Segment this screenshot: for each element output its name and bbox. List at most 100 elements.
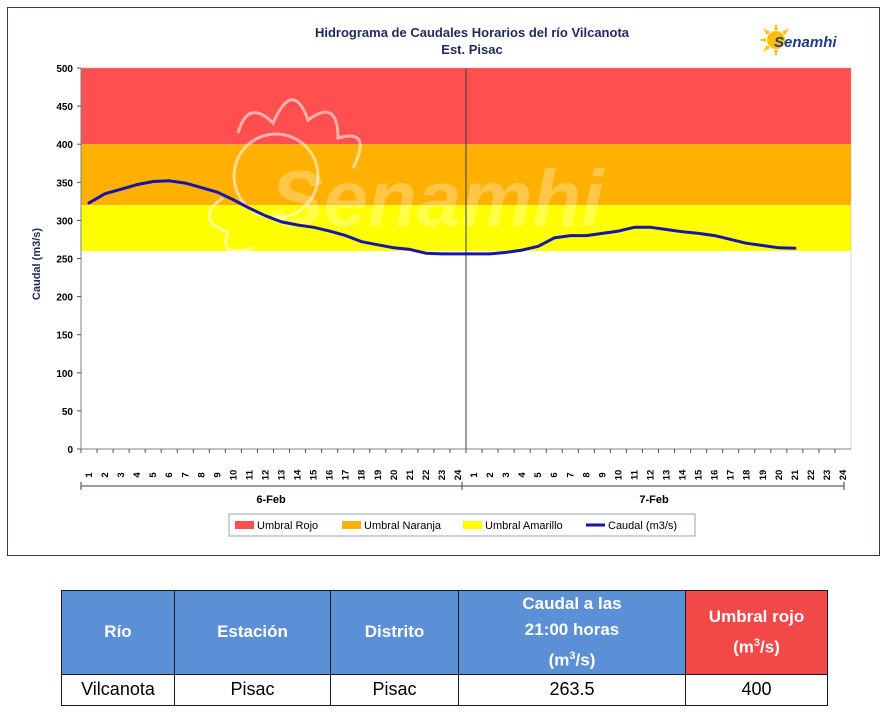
x-tick-label: 9: [597, 472, 608, 477]
x-tick-label: 24: [453, 469, 464, 480]
x-tick-label: 20: [389, 470, 400, 481]
y-tick-label: 0: [67, 445, 73, 456]
cell-umbral: 400: [685, 673, 828, 706]
x-axis-ticks: 1 2 3 4 5 6 7 8 9 10 11 12 13 14 15 16 17 18 19 20 21 22 23 24 1…: [80, 449, 849, 481]
x-tick-label: 23: [822, 470, 833, 481]
x-tick-label: 17: [726, 470, 737, 481]
x-tick-label: 22: [421, 470, 432, 481]
x-tick-label: 5: [533, 472, 544, 478]
x-tick-label: 16: [710, 470, 721, 481]
x-tick-label: 2: [100, 472, 111, 477]
y-tick-label: 350: [56, 178, 73, 189]
x-tick-label: 9: [212, 472, 223, 477]
x-tick-label: 16: [325, 470, 336, 481]
day-axis: 6-Feb 7-Feb: [80, 482, 845, 506]
x-tick-label: 6: [164, 472, 175, 477]
legend-swatch-naranja: [342, 521, 361, 529]
x-tick-label: 12: [645, 470, 656, 481]
y-tick-label: 200: [56, 293, 73, 304]
plot-area: Senamhi: [80, 67, 852, 450]
x-tick-label: 22: [806, 470, 817, 481]
x-tick-label: 14: [293, 469, 304, 480]
cell-caudal: 263.5: [458, 673, 686, 706]
y-tick-label: 150: [56, 331, 73, 342]
header-umbral-unit-sup: 3: [753, 637, 761, 649]
header-caudal-unit: (m: [548, 650, 570, 670]
header-caudal-unit-end: /s): [575, 650, 596, 670]
x-tick-label: 19: [758, 470, 769, 481]
senamhi-logo: Senamhi: [759, 23, 837, 57]
chart-legend: Umbral Rojo Umbral Naranja Umbral Amaril…: [228, 513, 696, 537]
x-tick-label: 10: [613, 470, 624, 481]
header-umbral-line1: Umbral rojo: [708, 607, 805, 626]
header-caudal: Caudal a las 21:00 horas (m3/s): [458, 590, 686, 675]
legend-label-rojo: Umbral Rojo: [257, 520, 318, 532]
y-tick-label: 50: [62, 407, 74, 418]
day-label-2: 7-Feb: [639, 494, 669, 506]
x-tick-label: 13: [277, 470, 288, 481]
y-tick-label: 400: [56, 140, 73, 151]
x-tick-label: 21: [790, 469, 801, 480]
x-tick-label: 20: [774, 470, 785, 481]
y-tick-label: 250: [56, 255, 73, 266]
legend-label-caudal: Caudal (m3/s): [608, 520, 677, 532]
x-tick-label: 13: [662, 470, 673, 481]
y-tick-label: 500: [56, 64, 73, 75]
table-row: Vilcanota Pisac Pisac 263.5 400: [61, 673, 828, 706]
x-tick-label: 3: [501, 472, 512, 477]
logo-text: Senamhi: [774, 34, 837, 51]
cell-rio: Vilcanota: [61, 673, 175, 706]
x-tick-label: 12: [260, 470, 271, 481]
legend-swatch-amarillo: [463, 521, 482, 529]
cell-distrito: Pisac: [330, 673, 459, 706]
header-estacion: Estación: [174, 590, 331, 675]
header-caudal-unit-sup: 3: [569, 650, 576, 662]
x-tick-label: 11: [629, 469, 640, 480]
x-tick-label: 23: [437, 470, 448, 481]
x-tick-label: 18: [357, 470, 368, 481]
header-umbral-unit: (m: [733, 637, 754, 657]
y-tick-label: 300: [56, 216, 73, 227]
x-tick-label: 7: [180, 472, 191, 477]
x-tick-label: 7: [565, 472, 576, 477]
header-caudal-line2: 21:00 horas: [524, 620, 620, 639]
legend-label-naranja: Umbral Naranja: [364, 520, 442, 532]
x-tick-label: 8: [196, 472, 207, 477]
caudal-series-line: [87, 179, 797, 256]
x-tick-label: 24: [838, 469, 849, 480]
x-tick-label: 2: [485, 472, 496, 477]
y-tick-label: 450: [56, 102, 73, 113]
y-axis-title: Caudal (m3/s): [31, 228, 43, 300]
x-tick-label: 6: [549, 472, 560, 477]
chart-subtitle: Est. Pisac: [441, 42, 502, 57]
header-rio: Río: [61, 590, 175, 675]
x-tick-label: 14: [678, 469, 689, 480]
x-tick-label: 8: [581, 472, 592, 477]
y-axis-ticks: 0 50 100 150 200 250 300 350 400 450 500: [56, 64, 81, 456]
header-distrito: Distrito: [330, 590, 459, 675]
x-tick-label: 21: [405, 469, 416, 480]
chart-title: Hidrograma de Caudales Horarios del río …: [315, 25, 630, 40]
cell-estacion: Pisac: [174, 673, 331, 706]
legend-label-amarillo: Umbral Amarillo: [485, 520, 563, 532]
legend-swatch-rojo: [235, 521, 254, 529]
x-tick-label: 10: [228, 470, 239, 481]
x-tick-label: 18: [742, 470, 753, 481]
senamhi-watermark: Senamhi: [207, 98, 605, 253]
x-tick-label: 11: [244, 469, 255, 480]
x-tick-label: 4: [132, 472, 143, 478]
header-umbral: Umbral rojo (m3/s): [685, 590, 828, 675]
x-tick-label: 15: [309, 469, 320, 480]
sun-icon: [759, 23, 789, 57]
header-caudal-line1: Caudal a las: [522, 594, 622, 613]
table-header-row: Río Estación Distrito Caudal a las 21:00…: [61, 590, 828, 675]
x-tick-label: 4: [517, 472, 528, 478]
watermark-text: Senamhi: [270, 154, 605, 243]
x-tick-label: 3: [116, 472, 127, 477]
x-tick-label: 1: [84, 472, 95, 478]
x-tick-label: 17: [341, 470, 352, 481]
x-tick-label: 1: [469, 472, 480, 478]
x-tick-label: 15: [694, 469, 705, 480]
y-tick-label: 100: [56, 369, 73, 380]
day-label-1: 6-Feb: [256, 494, 286, 506]
